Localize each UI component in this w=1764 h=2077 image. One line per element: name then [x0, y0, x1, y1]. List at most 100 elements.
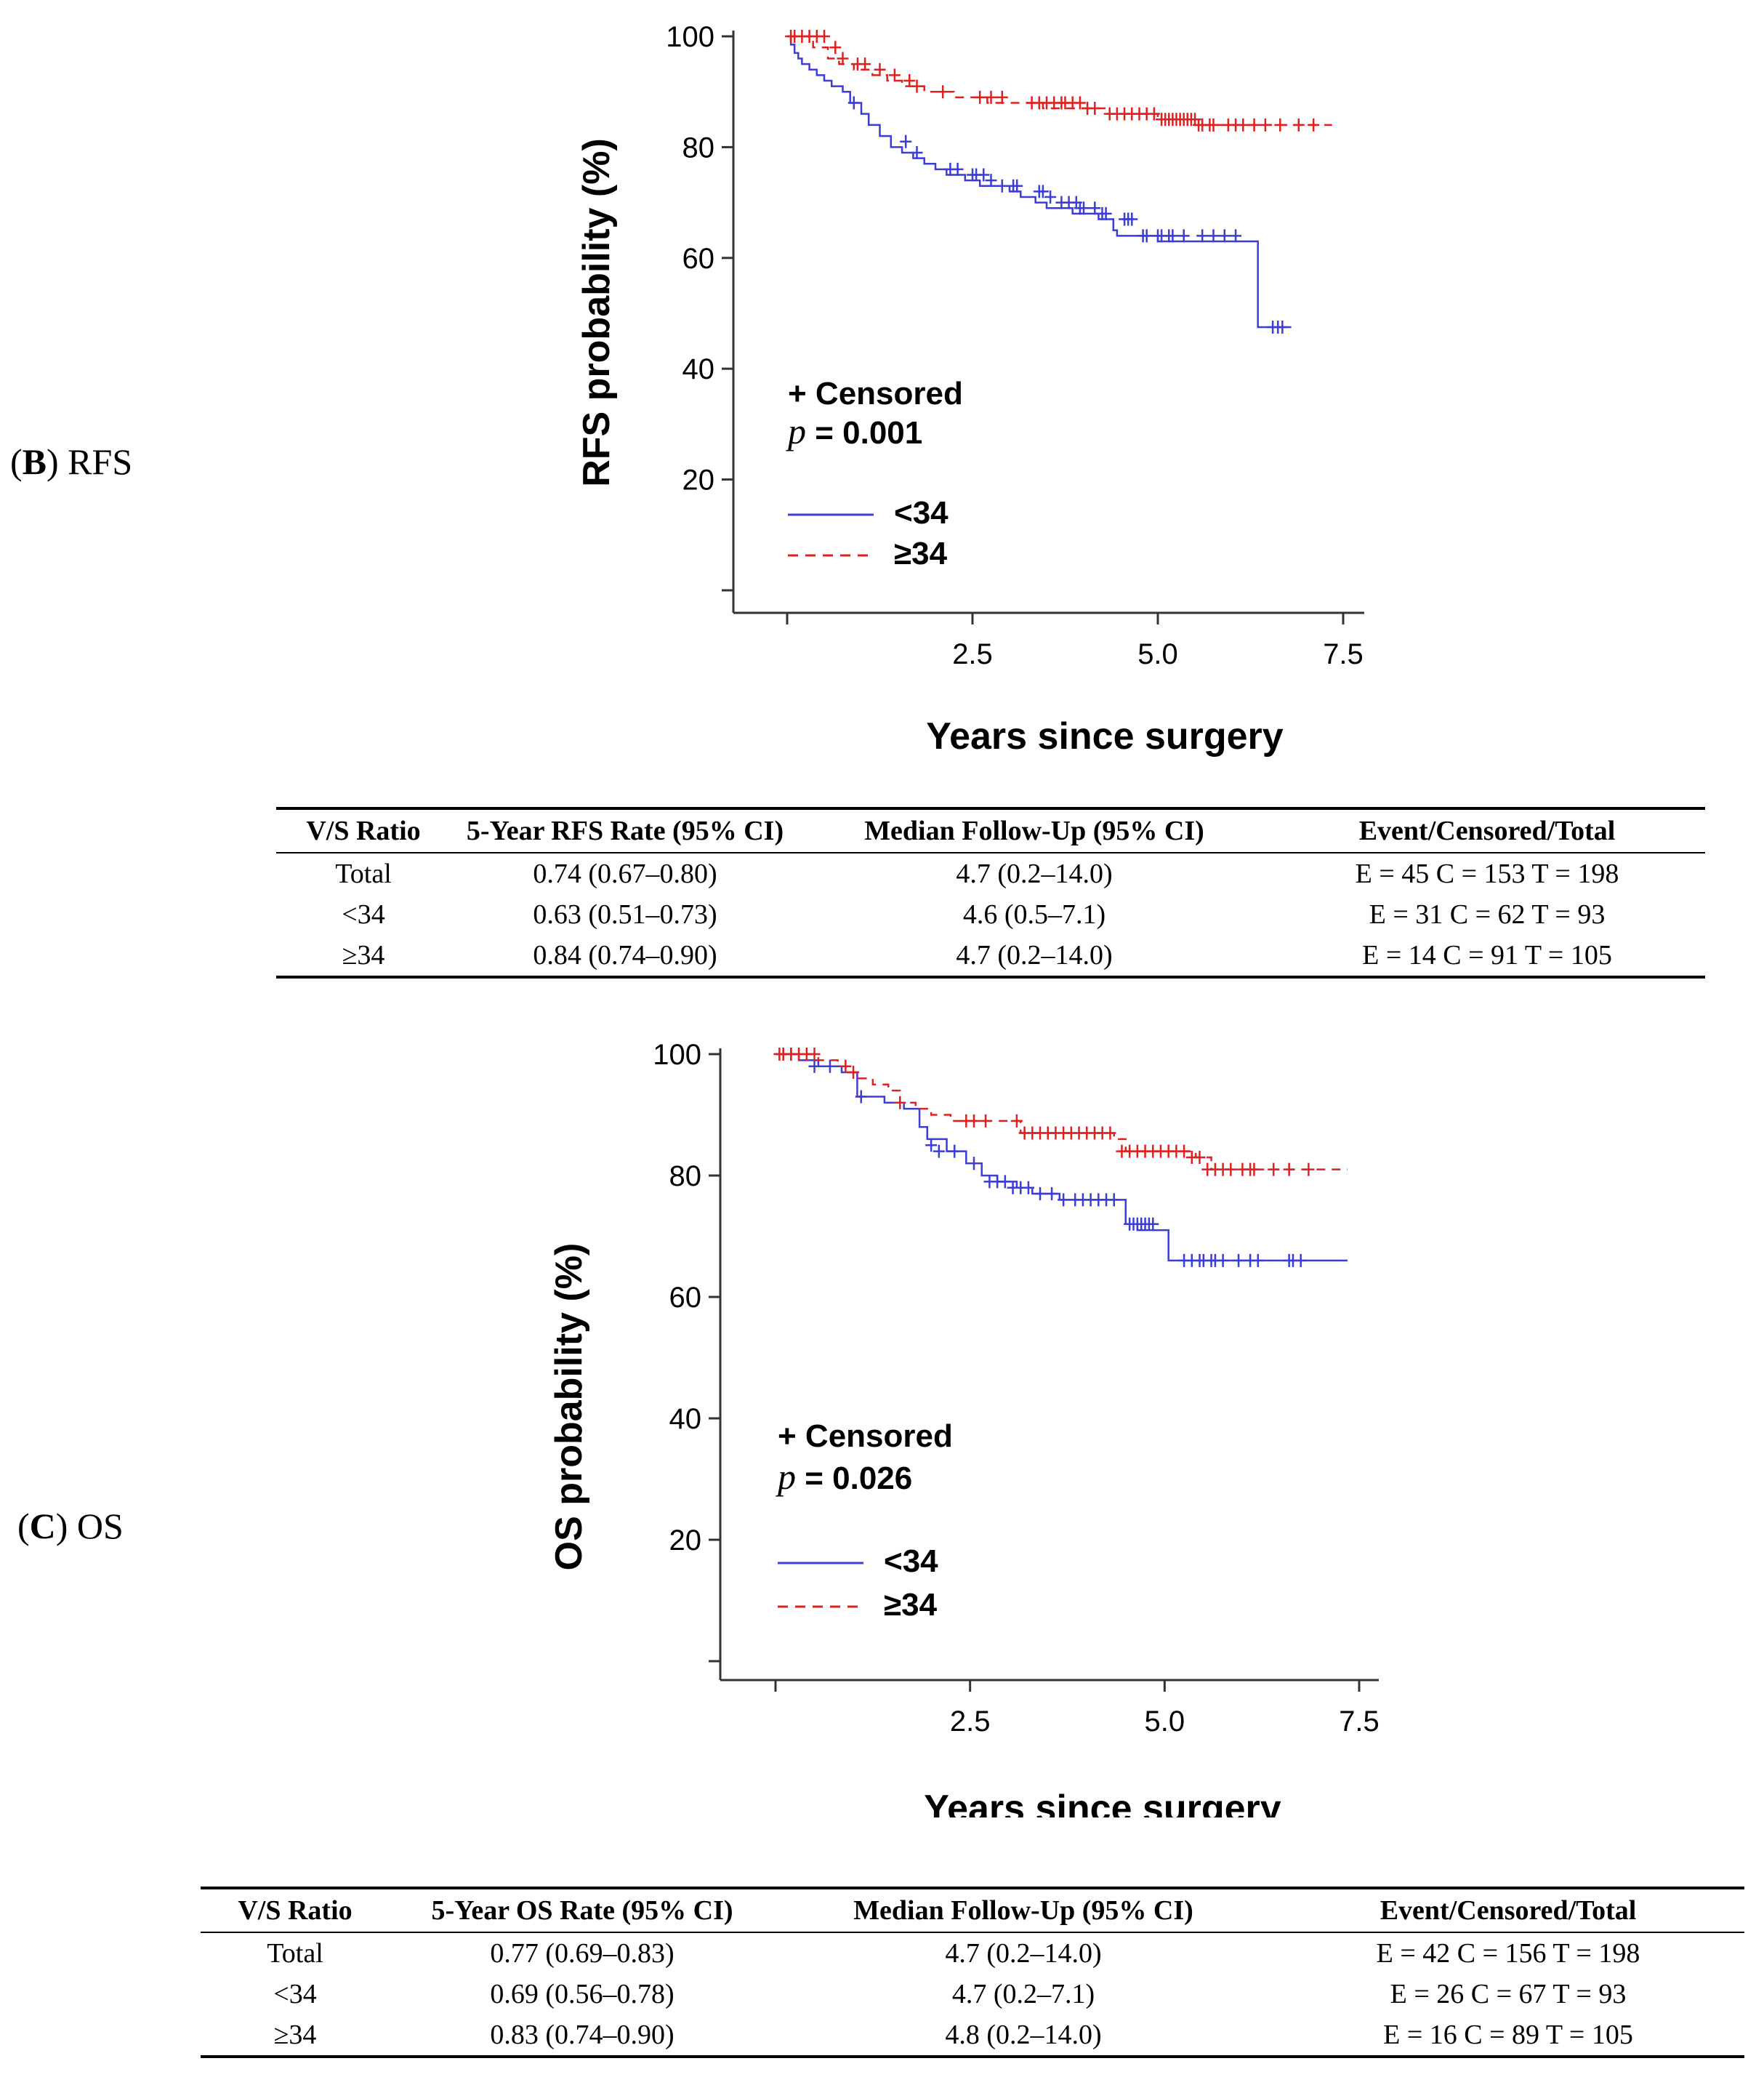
y-tick-label: 100 [653, 1039, 701, 1071]
censor-mark [1010, 1114, 1023, 1128]
x-axis-title: Years since surgery [926, 715, 1284, 758]
censor-mark [911, 79, 923, 93]
censor-mark [951, 162, 964, 176]
censor-mark [985, 90, 997, 104]
x-tick-label: 2.5 [950, 1706, 991, 1737]
x-tick-label: 5.0 [1137, 638, 1178, 670]
table-header: Event/Censored/Total [1269, 808, 1705, 853]
table-cell: E = 14 C = 91 T = 105 [1362, 940, 1612, 971]
y-tick-label: 40 [682, 353, 715, 385]
censor-mark [1108, 1193, 1120, 1207]
censor-mark [1193, 1150, 1206, 1164]
table-cell: E = 16 C = 89 T = 105 [1383, 2020, 1633, 2050]
censor-mark [1034, 1187, 1047, 1201]
censor-mark [978, 168, 990, 182]
table-cell: 4.7 (0.2–7.1) [951, 1979, 1095, 2009]
censor-mark [859, 57, 871, 71]
p-value: p = 0.001 [786, 411, 922, 451]
table-cell: 4.7 (0.2–14.0) [945, 1938, 1102, 1969]
censored-note: + Censored [788, 376, 963, 411]
table-header: Event/Censored/Total [1272, 1888, 1744, 1933]
y-tick-label: 60 [669, 1282, 702, 1314]
censor-mark [1148, 107, 1160, 121]
censor-mark [1078, 201, 1090, 215]
km-curve-lt34 [776, 1053, 1348, 1262]
table-row: Total 0.74 (0.67–0.80) 4.7 (0.2–14.0) E … [276, 853, 1705, 894]
table-header-row: V/S Ratio 5-Year RFS Rate (95% CI) Media… [276, 808, 1705, 853]
table-header: V/S Ratio [276, 808, 451, 853]
x-tick-label: 2.5 [952, 638, 993, 670]
censor-mark [1294, 1253, 1307, 1267]
censor-mark [808, 1048, 821, 1061]
x-tick-label: 7.5 [1339, 1706, 1380, 1737]
censor-mark [874, 63, 886, 76]
censor-mark [1248, 1162, 1260, 1176]
censor-mark [1100, 206, 1112, 220]
panel-label-b: (B) RFS [10, 441, 133, 482]
censor-mark [1044, 190, 1057, 204]
os-summary-table: V/S Ratio 5-Year OS Rate (95% CI) Median… [201, 1887, 1744, 2058]
censor-mark [894, 1096, 906, 1109]
censor-mark [925, 1138, 938, 1152]
censor-mark [1233, 1253, 1245, 1267]
censor-mark [968, 1114, 980, 1128]
rfs-summary-table: V/S Ratio 5-Year RFS Rate (95% CI) Media… [276, 807, 1705, 979]
p-symbol: p [786, 411, 806, 451]
os-km-chart: 100 80 60 40 20 2.5 5.0 7.5 OS probability (%) Ye… [548, 1039, 1380, 1817]
censor-mark [1196, 229, 1209, 243]
table-header: V/S Ratio [201, 1888, 390, 1933]
table-cell: E = 31 C = 62 T = 93 [1369, 899, 1606, 930]
censor-mark [985, 174, 997, 188]
table-row: <34 0.69 (0.56–0.78) 4.7 (0.2–7.1) E = 2… [201, 1974, 1744, 2014]
table-header: Median Follow-Up (95% CI) [800, 808, 1269, 853]
censor-mark [1217, 1253, 1229, 1267]
censor-mark [980, 1114, 992, 1128]
table-cell: 4.8 (0.2–14.0) [945, 2020, 1102, 2050]
censor-mark [1058, 1193, 1070, 1207]
censor-mark [1207, 229, 1220, 243]
censor-mark [818, 30, 830, 43]
table-cell: ≥34 [273, 2020, 317, 2050]
x-tick-label: 7.5 [1323, 638, 1364, 670]
table-cell: 4.7 (0.2–14.0) [956, 940, 1113, 971]
y-tick-label: 80 [682, 132, 715, 164]
censor-mark [1147, 1217, 1159, 1231]
censor-mark [1252, 1253, 1264, 1267]
censor-mark [911, 146, 923, 160]
p-value-text: = 0.001 [806, 415, 922, 451]
y-tick-label: 60 [682, 243, 715, 275]
p-value-text: = 0.026 [796, 1461, 912, 1496]
p-symbol: p [776, 1456, 796, 1497]
censor-mark [903, 73, 916, 87]
y-tick-label: 100 [666, 21, 714, 53]
table-header-row: V/S Ratio 5-Year OS Rate (95% CI) Median… [201, 1888, 1744, 1933]
panel-label-c: (C) OS [17, 1506, 124, 1546]
table-cell: Total [335, 859, 392, 889]
censor-mark [823, 1059, 836, 1073]
censor-mark [1126, 212, 1138, 226]
censor-mark [1036, 185, 1049, 198]
table-cell: <34 [342, 899, 385, 930]
km-curve-ge34 [776, 1053, 1348, 1170]
censor-mark [1089, 102, 1101, 116]
table-row: Total 0.77 (0.69–0.83) 4.7 (0.2–14.0) E … [201, 1932, 1744, 1974]
censor-mark [1089, 201, 1101, 215]
table-row: <34 0.63 (0.51–0.73) 4.6 (0.5–7.1) E = 3… [276, 894, 1705, 935]
y-tick-label: 80 [669, 1160, 702, 1192]
table-cell: 4.6 (0.5–7.1) [962, 899, 1106, 930]
censored-note: + Censored [778, 1418, 953, 1454]
censor-mark [1225, 1162, 1237, 1176]
censor-mark [1140, 229, 1153, 243]
table-cell: ≥34 [342, 940, 385, 971]
legend-label: <34 [884, 1543, 938, 1579]
legend-label: ≥34 [894, 536, 948, 571]
table-cell: 0.69 (0.56–0.78) [490, 1979, 674, 2009]
table-cell: 0.74 (0.67–0.80) [533, 859, 717, 889]
legend-label: <34 [894, 495, 949, 531]
censor-mark [829, 41, 842, 55]
table-cell: Total [267, 1938, 323, 1969]
censor-mark [996, 90, 1008, 104]
censor-mark [900, 134, 912, 148]
censor-mark [1302, 1162, 1315, 1176]
p-value: p = 0.026 [776, 1456, 912, 1497]
